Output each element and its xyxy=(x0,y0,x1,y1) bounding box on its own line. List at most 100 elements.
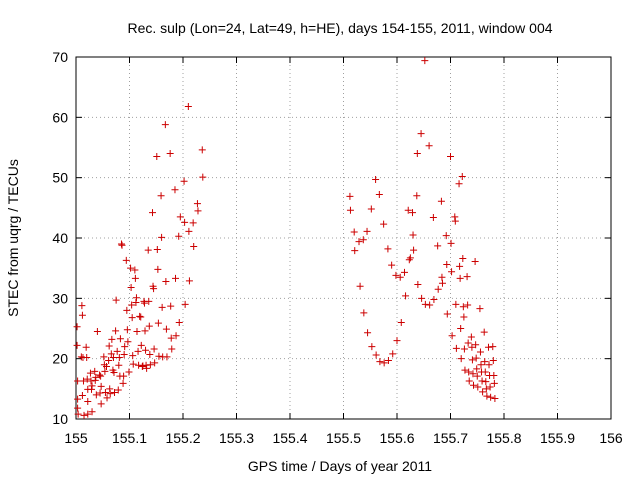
data-point xyxy=(356,282,364,290)
data-point xyxy=(452,344,460,352)
data-point xyxy=(473,372,481,380)
data-point xyxy=(88,385,96,393)
data-point xyxy=(417,130,425,138)
data-point xyxy=(162,277,170,285)
data-point xyxy=(129,352,137,360)
data-point xyxy=(375,191,383,199)
data-point xyxy=(474,383,482,391)
data-point xyxy=(448,268,456,276)
data-point xyxy=(142,361,150,369)
data-point xyxy=(460,345,468,353)
x-axis-label: GPS time / Days of year 2011 xyxy=(248,458,432,474)
data-point xyxy=(476,305,484,313)
data-point xyxy=(132,294,140,302)
data-point xyxy=(140,299,148,307)
data-point xyxy=(118,241,126,249)
data-point xyxy=(131,274,139,282)
data-point xyxy=(124,338,132,346)
data-point xyxy=(146,350,154,358)
data-point xyxy=(438,279,446,287)
data-point xyxy=(372,175,380,183)
data-point xyxy=(482,378,490,386)
data-point xyxy=(149,209,157,217)
data-point xyxy=(355,238,363,246)
data-points xyxy=(73,57,499,419)
data-point xyxy=(144,246,152,254)
data-point xyxy=(481,368,489,376)
data-point xyxy=(405,256,413,264)
data-point xyxy=(175,318,183,326)
data-point xyxy=(155,352,163,360)
data-point xyxy=(142,346,150,354)
x-tick-label: 156 xyxy=(599,430,623,446)
data-point xyxy=(193,200,201,208)
data-point xyxy=(469,370,477,378)
y-axis-label: STEC from uqrg / TECUs xyxy=(5,159,21,317)
data-point xyxy=(127,264,135,272)
data-point xyxy=(467,333,475,341)
data-point xyxy=(437,197,445,205)
data-point xyxy=(166,150,174,158)
data-point xyxy=(145,297,153,305)
data-point xyxy=(460,313,468,321)
data-point xyxy=(426,301,434,309)
y-tick-label: 70 xyxy=(52,49,68,65)
data-point xyxy=(79,377,87,385)
data-point xyxy=(105,342,113,350)
grid-lines xyxy=(76,57,611,419)
y-tick-label: 60 xyxy=(52,109,68,125)
data-point xyxy=(384,356,392,364)
data-point xyxy=(461,366,469,374)
data-point xyxy=(138,363,146,371)
data-point xyxy=(114,386,122,394)
data-point xyxy=(364,329,372,337)
data-point xyxy=(101,388,109,396)
data-point xyxy=(128,314,136,322)
data-point xyxy=(384,245,392,253)
data-point xyxy=(112,327,120,335)
data-point xyxy=(137,341,145,349)
data-point xyxy=(388,261,396,269)
data-point xyxy=(151,359,159,367)
data-point xyxy=(480,328,488,336)
data-point xyxy=(153,245,161,253)
data-point xyxy=(92,373,100,381)
data-point xyxy=(434,285,442,293)
y-tick-label: 20 xyxy=(52,351,68,367)
data-point xyxy=(465,368,473,376)
data-point xyxy=(430,296,438,304)
data-point xyxy=(468,343,476,351)
data-point xyxy=(137,313,145,321)
data-point xyxy=(194,207,202,215)
data-point xyxy=(113,347,121,355)
data-point xyxy=(472,341,480,349)
data-point xyxy=(176,213,184,221)
plot-frame xyxy=(75,56,612,420)
data-point xyxy=(125,368,133,376)
data-point xyxy=(409,209,417,217)
data-point xyxy=(105,356,113,364)
data-point xyxy=(92,391,100,399)
data-point xyxy=(448,332,456,340)
x-tick-label: 155 xyxy=(64,430,88,446)
data-point xyxy=(443,310,451,318)
data-point xyxy=(78,391,86,399)
data-point xyxy=(97,382,105,390)
x-tick-label: 155.7 xyxy=(433,430,468,446)
data-point xyxy=(108,335,116,343)
data-point xyxy=(83,375,91,383)
data-point xyxy=(418,294,426,302)
data-point xyxy=(74,404,82,412)
data-point xyxy=(74,395,82,403)
data-point xyxy=(120,372,128,380)
data-point xyxy=(154,319,162,327)
data-point xyxy=(459,255,467,263)
data-point xyxy=(484,343,492,351)
data-point xyxy=(486,383,494,391)
data-point xyxy=(101,367,109,375)
data-point xyxy=(434,242,442,250)
data-point xyxy=(458,172,466,180)
data-point xyxy=(134,347,142,355)
data-point xyxy=(198,146,206,154)
